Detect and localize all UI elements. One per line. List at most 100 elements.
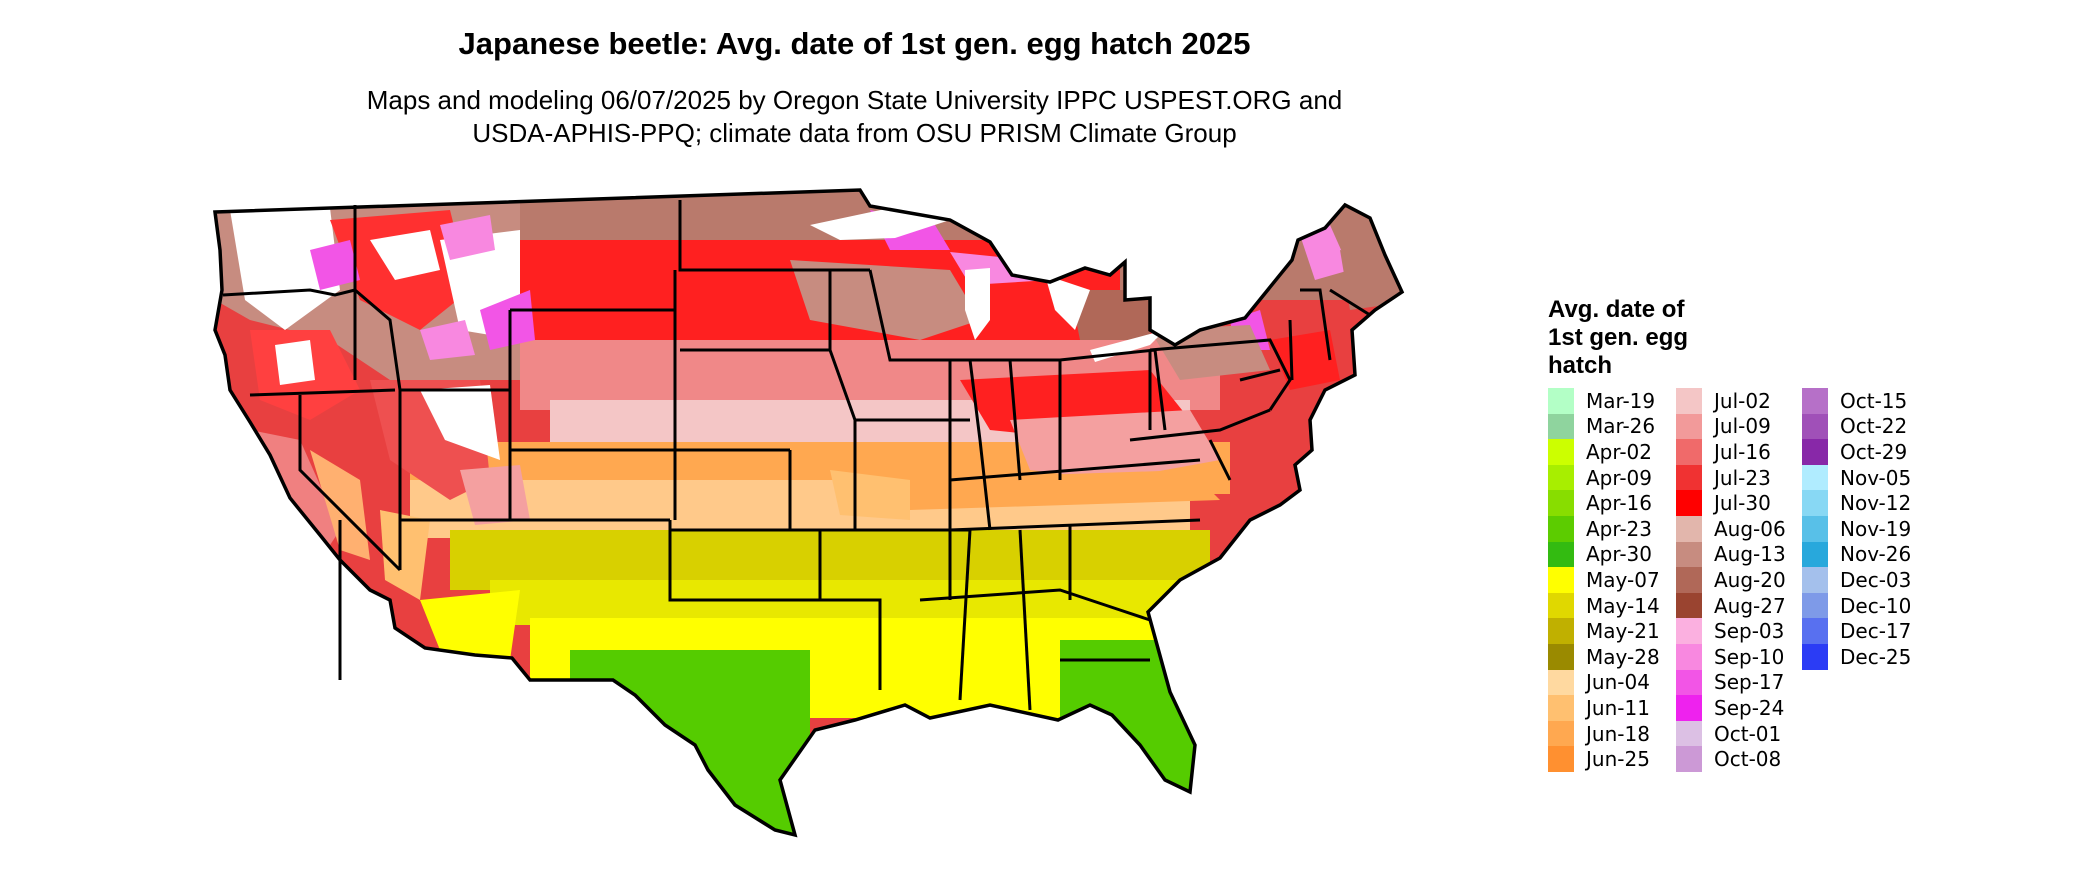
legend-item: Aug-13 (1676, 541, 1796, 568)
legend-label: Oct-15 (1840, 388, 1908, 413)
legend-item: Jun-04 (1548, 669, 1668, 696)
legend-swatch (1802, 592, 1828, 619)
legend-swatch (1802, 643, 1828, 670)
legend-swatch (1676, 746, 1702, 772)
legend-label: Jul-30 (1714, 491, 1771, 516)
legend-swatch (1548, 643, 1574, 670)
legend-label: Nov-05 (1840, 465, 1912, 490)
legend-item: Mar-26 (1548, 413, 1668, 440)
legend-label: Oct-01 (1714, 721, 1782, 746)
legend-item: Apr-02 (1548, 439, 1668, 465)
legend-column-2: Jul-02 Jul-09 Jul-16 Jul-23 Jul-30 Aug-06 Aug-… (1676, 388, 1796, 772)
legend-swatch (1802, 618, 1828, 644)
legend-label: Oct-29 (1840, 439, 1908, 464)
legend-item: Sep-03 (1676, 618, 1796, 644)
legend-item: Oct-01 (1676, 720, 1796, 747)
legend-swatch (1548, 439, 1574, 465)
legend-swatch (1802, 388, 1828, 414)
legend-item: Oct-15 (1802, 388, 1922, 414)
legend-item: May-21 (1548, 618, 1668, 644)
legend-swatch (1802, 567, 1828, 593)
legend-label: Aug-20 (1714, 567, 1786, 592)
legend-item: Sep-17 (1676, 669, 1796, 696)
legend-item: Apr-30 (1548, 541, 1668, 568)
legend-label: Sep-03 (1714, 619, 1785, 644)
legend-item: Dec-10 (1802, 592, 1922, 619)
legend-swatch (1802, 413, 1828, 440)
legend-label: Jun-25 (1586, 747, 1650, 772)
legend-swatch (1548, 490, 1574, 516)
legend-item: Sep-24 (1676, 695, 1796, 721)
legend-label: May-28 (1586, 644, 1660, 669)
legend-item: May-14 (1548, 592, 1668, 619)
legend-column-3: Oct-15 Oct-22 Oct-29 Nov-05 Nov-12 Nov-19 Nov-… (1802, 388, 1922, 670)
legend-label: Dec-10 (1840, 593, 1912, 618)
legend-swatch (1676, 388, 1702, 414)
legend-item: Dec-03 (1802, 567, 1922, 593)
legend-label: Jul-23 (1714, 465, 1771, 490)
legend-swatch (1676, 490, 1702, 516)
legend-title-line-2: 1st gen. egg (1548, 324, 1689, 351)
legend-swatch (1676, 720, 1702, 747)
legend-item: Oct-08 (1676, 746, 1796, 772)
legend-item: Nov-05 (1802, 464, 1922, 491)
legend-label: Apr-30 (1586, 542, 1652, 567)
legend-label: Dec-17 (1840, 619, 1912, 644)
legend-label: Nov-12 (1840, 491, 1912, 516)
legend-swatch (1548, 567, 1574, 593)
legend-swatch (1802, 541, 1828, 568)
legend-swatch (1548, 541, 1574, 568)
legend-item: Jun-18 (1548, 720, 1668, 747)
legend-label: Dec-03 (1840, 567, 1912, 592)
legend-item: Jun-11 (1548, 695, 1668, 721)
legend-swatch (1676, 669, 1702, 696)
legend-swatch (1548, 618, 1574, 644)
legend-item: Nov-26 (1802, 541, 1922, 568)
legend-swatch (1676, 592, 1702, 619)
legend-swatch (1548, 464, 1574, 491)
legend-item: Dec-17 (1802, 618, 1922, 644)
legend-label: Sep-10 (1714, 644, 1785, 669)
legend-column-1: Mar-19 Mar-26 Apr-02 Apr-09 Apr-16 Apr-23 Apr-… (1548, 388, 1668, 772)
legend-item: Jul-09 (1676, 413, 1796, 440)
legend-swatch (1548, 515, 1574, 542)
legend-label: May-14 (1586, 593, 1660, 618)
map-title: Japanese beetle: Avg. date of 1st gen. e… (458, 26, 1251, 61)
legend-item: May-28 (1548, 643, 1668, 670)
legend-title-line-3: hatch (1548, 352, 1613, 379)
legend-label: Apr-16 (1586, 491, 1652, 516)
legend-label: Jul-16 (1714, 439, 1771, 464)
legend-label: Aug-27 (1714, 593, 1786, 618)
legend-label: Aug-13 (1714, 542, 1786, 567)
legend-title-line-1: Avg. date of (1548, 296, 1685, 323)
legend-swatch (1548, 669, 1574, 696)
legend-label: Dec-25 (1840, 644, 1912, 669)
legend-label: Jun-04 (1586, 670, 1650, 695)
legend-label: Jun-18 (1586, 721, 1650, 746)
legend-label: Sep-17 (1714, 670, 1785, 695)
legend-item: Apr-23 (1548, 515, 1668, 542)
legend-swatch (1802, 515, 1828, 542)
legend-swatch (1676, 618, 1702, 644)
legend-label: Nov-26 (1840, 542, 1912, 567)
legend-swatch (1802, 464, 1828, 491)
legend-swatch (1676, 541, 1702, 568)
legend-item: Oct-29 (1802, 439, 1922, 465)
legend-swatch (1802, 439, 1828, 465)
legend-item: Jun-25 (1548, 746, 1668, 772)
legend-swatch (1676, 439, 1702, 465)
legend-item: Aug-20 (1676, 567, 1796, 593)
us-hatch-date-map (213, 188, 1405, 838)
legend-swatch (1548, 720, 1574, 747)
legend-swatch (1676, 515, 1702, 542)
legend-item: Dec-25 (1802, 643, 1922, 670)
legend-label: Oct-08 (1714, 747, 1782, 772)
legend-swatch (1802, 490, 1828, 516)
legend-label: Apr-23 (1586, 516, 1652, 541)
legend-label: Jun-11 (1586, 695, 1650, 720)
legend-swatch (1548, 695, 1574, 721)
legend-swatch (1548, 592, 1574, 619)
legend-item: Apr-09 (1548, 464, 1668, 491)
legend-swatch (1548, 388, 1574, 414)
subtitle-line-1: Maps and modeling 06/07/2025 by Oregon S… (366, 85, 1343, 115)
